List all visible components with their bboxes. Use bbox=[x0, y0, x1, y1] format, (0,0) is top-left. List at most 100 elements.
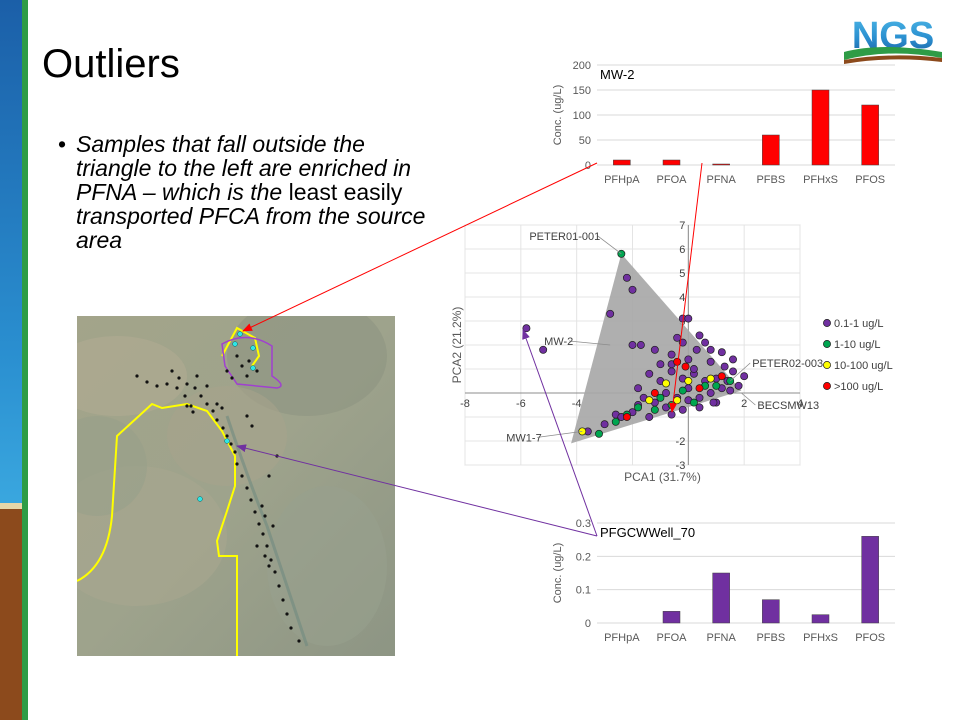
sample-point bbox=[195, 374, 199, 378]
point-10-100 ug/L bbox=[662, 379, 670, 388]
point-0.1-1 ug/L bbox=[706, 345, 715, 354]
red-arrow-to-scatter bbox=[669, 162, 703, 413]
y-tick-label: 4 bbox=[679, 292, 685, 304]
point-0.1-1 ug/L bbox=[634, 384, 643, 393]
x-tick-label: PFOA bbox=[657, 632, 688, 644]
x-tick-label: PFNA bbox=[706, 174, 736, 186]
y-tick-label: 7 bbox=[679, 220, 685, 232]
slide-title: Outliers bbox=[42, 42, 180, 86]
highlight-point bbox=[250, 345, 256, 351]
sample-point bbox=[297, 639, 301, 643]
y-axis-label: Conc. (ug/L) bbox=[552, 85, 564, 146]
bar-chart-mw2: 0 50 100 150 200 PFHpA PFOA PFNA PFBS PFHxS PFOS Co… bbox=[552, 60, 895, 186]
highlight-point bbox=[237, 331, 243, 337]
point-0.1-1 ug/L bbox=[717, 348, 726, 357]
annotation-leader bbox=[741, 392, 756, 406]
terrain-patch bbox=[267, 486, 387, 646]
point-0.1-1 ug/L bbox=[667, 350, 676, 359]
sample-point bbox=[199, 394, 203, 398]
sample-point bbox=[215, 418, 219, 422]
sample-point bbox=[267, 474, 271, 478]
sample-point bbox=[233, 450, 237, 454]
bar-PFHxS bbox=[811, 89, 830, 166]
x-tick-label: PFOS bbox=[855, 174, 885, 186]
legend-label: 10-100 ug/L bbox=[834, 360, 893, 372]
point-0.1-1 ug/L bbox=[695, 393, 704, 402]
sidebar-decoration bbox=[0, 0, 28, 720]
sample-point bbox=[267, 564, 271, 568]
y-tick-label: 0.3 bbox=[576, 518, 591, 530]
sample-point bbox=[183, 394, 187, 398]
sample-point bbox=[240, 474, 244, 478]
point-0.1-1 ug/L bbox=[695, 331, 704, 340]
point-0.1-1 ug/L bbox=[645, 413, 654, 421]
sample-point bbox=[277, 584, 281, 588]
bar-PFNA bbox=[712, 163, 730, 166]
sample-point bbox=[229, 442, 233, 446]
sample-point bbox=[285, 612, 289, 616]
x-axis-label: PCA1 (31.7%) bbox=[624, 470, 701, 484]
bar-chart-pfgcwwell70: 0 0.1 0.2 0.3 PFHpA PFOA PFNA PFBS PFHxS PFOS Conc… bbox=[552, 518, 895, 644]
sample-point bbox=[170, 369, 174, 373]
point-1-10 ug/L bbox=[678, 386, 687, 395]
y-tick-label: 6 bbox=[679, 244, 685, 256]
point-0.1-1 ug/L bbox=[656, 360, 665, 369]
point-0.1-1 ug/L bbox=[650, 345, 659, 354]
pca-scatter-chart: -8-6-424-3-234567PETER01-001MW-2PETER02-… bbox=[450, 220, 893, 484]
bar-PFHxS bbox=[811, 614, 830, 624]
legend-marker bbox=[823, 361, 831, 369]
sample-point bbox=[281, 598, 285, 602]
sample-point bbox=[145, 380, 149, 384]
ngs-logo: NGS bbox=[844, 15, 942, 64]
point-10-100 ug/L bbox=[645, 396, 654, 405]
sidebar-brown-band bbox=[0, 509, 22, 720]
x-tick-label: PFOS bbox=[855, 632, 885, 644]
point-10-100 ug/L bbox=[706, 374, 715, 383]
point-10-100 ug/L bbox=[684, 377, 693, 385]
chart-title: PFGCWWell_70 bbox=[600, 525, 695, 540]
legend-label: >100 ug/L bbox=[834, 381, 883, 393]
sample-point bbox=[165, 382, 169, 386]
sample-point bbox=[225, 369, 229, 373]
highlight-point bbox=[232, 341, 238, 347]
x-tick-label: -4 bbox=[572, 398, 582, 410]
bar-PFOA bbox=[662, 611, 681, 624]
point-0.1-1 ug/L bbox=[729, 367, 737, 376]
point-0.1-1 ug/L bbox=[720, 362, 729, 371]
bullet-dot-icon: • bbox=[58, 131, 67, 157]
sample-point bbox=[225, 434, 229, 438]
y-tick-label: 0 bbox=[585, 160, 591, 172]
terrain-patch bbox=[77, 336, 187, 416]
legend-marker bbox=[823, 382, 831, 390]
y-tick-label: 200 bbox=[573, 60, 591, 72]
sample-point bbox=[155, 384, 159, 388]
red-arrow-to-map bbox=[242, 162, 598, 332]
bullet-italic-1: Samples that fall outside the triangle t… bbox=[76, 131, 411, 205]
point-0.1-1 ug/L bbox=[706, 389, 715, 397]
sample-point bbox=[235, 354, 239, 358]
y-tick-label: 5 bbox=[679, 268, 685, 280]
sidebar-green-line bbox=[22, 0, 28, 720]
point-0.1-1 ug/L bbox=[628, 285, 637, 294]
y-tick-label: 0.2 bbox=[576, 551, 591, 563]
x-tick-label: 4 bbox=[797, 398, 803, 410]
sample-point bbox=[249, 498, 253, 502]
annotation-leader bbox=[597, 235, 622, 255]
x-tick-label: PFHpA bbox=[604, 174, 640, 186]
point-0.1-1 ug/L bbox=[628, 341, 637, 349]
map-boundary-purple bbox=[221, 336, 282, 389]
sample-point bbox=[177, 376, 181, 380]
sample-point bbox=[255, 544, 259, 548]
sample-point bbox=[260, 504, 264, 508]
terrain-patch bbox=[227, 316, 387, 416]
sample-point bbox=[230, 376, 234, 380]
x-tick-label: PFNA bbox=[706, 632, 736, 644]
bar-PFOA bbox=[662, 159, 681, 166]
point-1-10 ug/L bbox=[595, 429, 603, 438]
x-tick-label: PFBS bbox=[756, 632, 785, 644]
sample-point bbox=[261, 532, 265, 536]
sample-point bbox=[221, 426, 225, 430]
y-axis-label: PCA2 (21.2%) bbox=[450, 307, 464, 384]
x-tick-label: -6 bbox=[516, 398, 526, 410]
sample-point bbox=[240, 364, 244, 368]
